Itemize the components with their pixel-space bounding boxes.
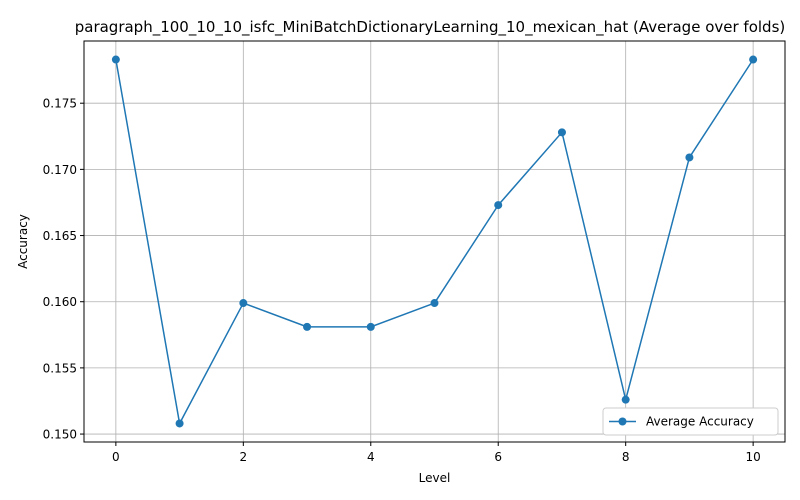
data-point [621, 395, 630, 404]
legend-label: Average Accuracy [646, 415, 754, 429]
data-point [685, 153, 694, 162]
data-point [175, 419, 184, 428]
plot-frame [83, 40, 786, 443]
data-point [239, 299, 248, 308]
data-point [303, 322, 312, 331]
data-point [430, 299, 439, 308]
y-tick-label: 0.150 [43, 428, 77, 442]
legend-marker [618, 417, 627, 426]
y-axis-ticks: 0.150 0.155 0.160 0.165 0.170 0.175 [43, 97, 84, 442]
series-layer [111, 55, 758, 428]
y-tick-label: 0.175 [43, 97, 77, 111]
x-tick-label: 6 [494, 450, 502, 464]
y-tick-label: 0.165 [43, 229, 77, 243]
x-tick-label: 0 [112, 450, 120, 464]
data-point [111, 55, 120, 64]
y-axis-label: Accuracy [16, 214, 30, 269]
x-tick-label: 2 [239, 450, 247, 464]
grid [84, 41, 785, 442]
legend-box [602, 407, 779, 436]
data-point [494, 201, 503, 210]
y-tick-label: 0.160 [43, 295, 77, 309]
data-point [749, 55, 758, 64]
x-axis-label: Level [419, 471, 451, 485]
legend: Average Accuracy [602, 407, 779, 436]
series-line [115, 59, 754, 425]
x-axis-ticks: 0 2 4 6 8 10 [112, 442, 761, 464]
x-tick-label: 8 [622, 450, 630, 464]
y-tick-label: 0.155 [43, 361, 77, 375]
x-tick-label: 4 [367, 450, 375, 464]
data-point [366, 322, 375, 331]
data-point [557, 128, 566, 137]
y-tick-label: 0.170 [43, 163, 77, 177]
x-tick-label: 10 [745, 450, 760, 464]
chart-title: paragraph_100_10_10_isfc_MiniBatchDictio… [75, 18, 786, 37]
